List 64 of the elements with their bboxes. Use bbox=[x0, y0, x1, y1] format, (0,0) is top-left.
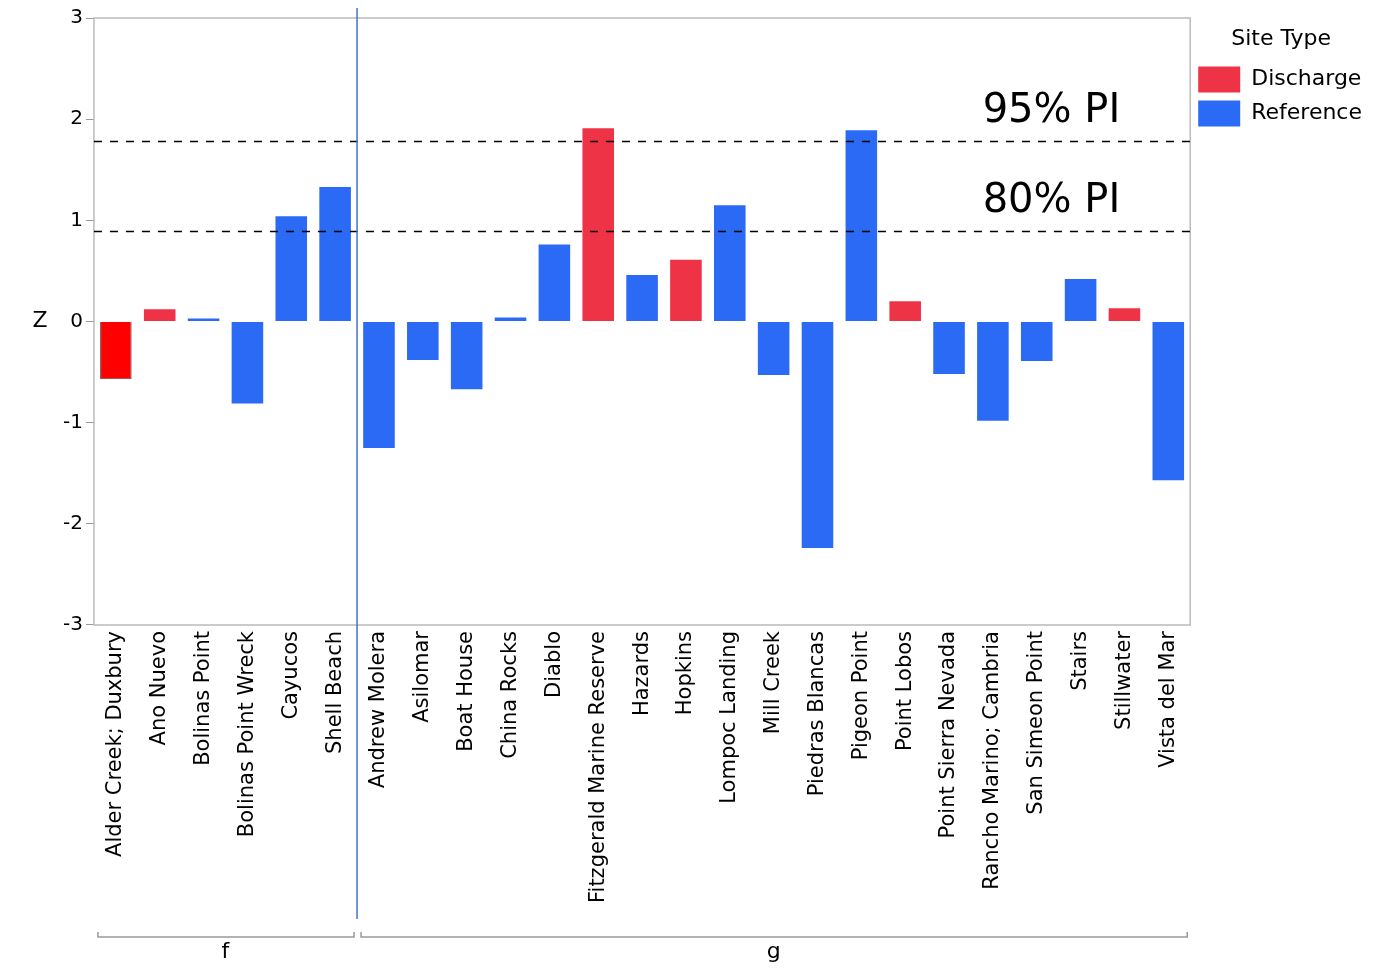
bar bbox=[450, 322, 483, 390]
bar bbox=[275, 216, 308, 321]
x-tick-label: Vista del Mar bbox=[1154, 630, 1179, 768]
bar bbox=[407, 322, 439, 360]
bar bbox=[977, 322, 1009, 421]
x-tick-label: Fitzgerald Marine Reserve bbox=[584, 630, 609, 904]
x-tick-label: Stillwater bbox=[1110, 630, 1135, 730]
ref-line-label: 80% PI bbox=[982, 174, 1121, 221]
x-tick-label: Ano Nuevo bbox=[146, 630, 171, 746]
bar bbox=[889, 301, 921, 321]
legend-label: Reference bbox=[1251, 99, 1363, 125]
bar bbox=[1152, 322, 1185, 481]
y-tick-label: -1 bbox=[62, 408, 83, 433]
bar bbox=[933, 322, 965, 375]
x-tick-label: Hopkins bbox=[672, 630, 697, 716]
x-tick-label: Boat House bbox=[453, 630, 478, 752]
x-tick-label: China Rocks bbox=[496, 630, 521, 759]
bar bbox=[801, 322, 834, 549]
x-tick-label: Piedras Blancas bbox=[803, 630, 828, 797]
x-tick-label: Asilomar bbox=[409, 630, 434, 723]
bar bbox=[670, 259, 702, 321]
y-tick-label: -2 bbox=[62, 510, 83, 535]
x-tick-label: Cayucos bbox=[277, 630, 302, 720]
x-tick-label: Stairs bbox=[1067, 630, 1092, 691]
y-tick-label: 2 bbox=[70, 105, 83, 130]
bar bbox=[757, 322, 790, 376]
bar bbox=[626, 274, 658, 321]
x-tick-label: Point Sierra Nevada bbox=[935, 630, 960, 839]
y-tick-label: 0 bbox=[70, 307, 83, 332]
x-tick-label: Diablo bbox=[540, 630, 565, 698]
bar bbox=[143, 309, 176, 321]
bar bbox=[494, 317, 527, 321]
text: f bbox=[221, 937, 231, 963]
bar bbox=[845, 130, 878, 321]
legend-title: Site Type bbox=[1231, 24, 1331, 50]
x-tick-label: San Simeon Point bbox=[1023, 630, 1048, 815]
bar bbox=[363, 322, 395, 448]
legend-label: Discharge bbox=[1251, 65, 1362, 91]
y-axis-title: Z bbox=[32, 307, 48, 333]
x-tick-label: Hazards bbox=[628, 630, 653, 717]
ref-line-label: 95% PI bbox=[982, 84, 1121, 131]
x-tick-label: Pigeon Point bbox=[847, 630, 872, 761]
bar bbox=[1020, 322, 1053, 361]
x-tick-label: Shell Beach bbox=[321, 630, 346, 754]
bar bbox=[1064, 279, 1097, 321]
bar bbox=[713, 205, 746, 321]
x-tick-label: Andrew Molera bbox=[365, 630, 390, 789]
x-tick-label: Bolinas Point Wreck bbox=[233, 630, 258, 838]
bar bbox=[231, 322, 264, 404]
bar bbox=[582, 128, 615, 321]
y-tick-label: -3 bbox=[62, 611, 83, 636]
text: g bbox=[766, 937, 781, 963]
x-tick-label: Bolinas Point bbox=[190, 630, 215, 766]
bar bbox=[187, 318, 220, 321]
x-tick-label: Rancho Marino; Cambria bbox=[979, 630, 1004, 890]
x-tick-label: Lompoc Landing bbox=[716, 630, 741, 804]
y-tick-label: 1 bbox=[70, 206, 83, 231]
bar bbox=[538, 244, 571, 321]
x-tick-label: Alder Creek; Duxbury bbox=[102, 630, 127, 857]
y-tick-label: 3 bbox=[70, 4, 83, 29]
bar bbox=[1108, 308, 1141, 321]
x-tick-label: Mill Creek bbox=[760, 630, 785, 735]
x-tick-label: Point Lobos bbox=[891, 630, 916, 752]
bar bbox=[319, 186, 351, 321]
